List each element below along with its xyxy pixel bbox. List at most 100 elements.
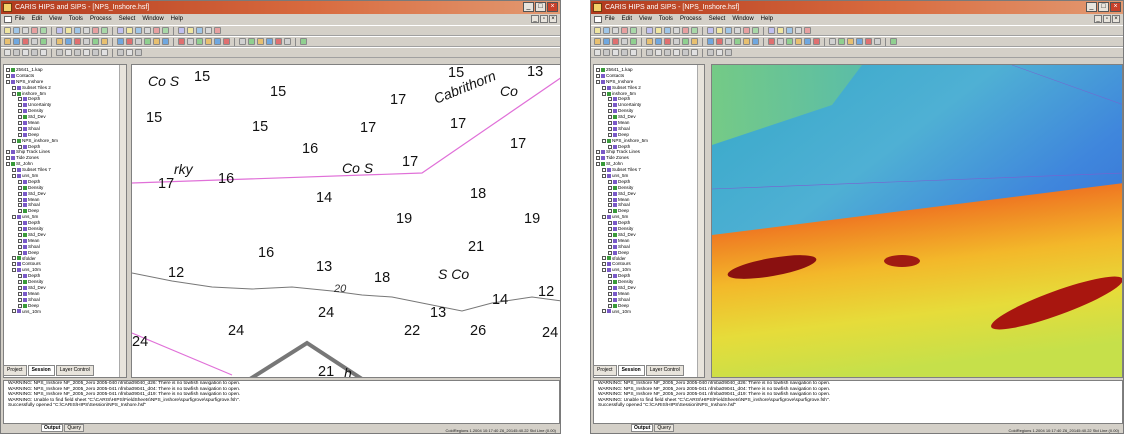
checkbox[interactable] bbox=[602, 215, 606, 220]
tree-item[interactable]: NPS_inshore_5m bbox=[6, 138, 124, 144]
toolbar-button[interactable] bbox=[603, 49, 610, 56]
tree-item[interactable]: Std_Dev bbox=[596, 285, 702, 291]
toolbar-button[interactable] bbox=[594, 38, 601, 45]
checkbox[interactable] bbox=[608, 250, 612, 255]
tree-item[interactable]: uns_10m bbox=[6, 309, 124, 315]
toolbar-button[interactable] bbox=[83, 27, 90, 34]
toolbar-button[interactable] bbox=[777, 38, 784, 45]
toolbar-button[interactable] bbox=[603, 38, 610, 45]
toolbar-button[interactable] bbox=[178, 27, 185, 34]
toolbar-button[interactable] bbox=[777, 27, 784, 34]
tree-item[interactable]: Density bbox=[596, 185, 702, 191]
toolbar-button[interactable] bbox=[205, 27, 212, 34]
toolbar-button[interactable] bbox=[768, 38, 775, 45]
tree-scrollbar[interactable] bbox=[119, 65, 126, 377]
tree-item[interactable]: Mean bbox=[596, 238, 702, 244]
toolbar-button[interactable] bbox=[74, 38, 81, 45]
tree-item[interactable]: Std_Dev bbox=[6, 232, 124, 238]
tree-item[interactable]: Contours bbox=[596, 261, 702, 267]
checkbox[interactable] bbox=[18, 179, 22, 184]
tree-item[interactable]: Deep bbox=[6, 250, 124, 256]
toolbar-button[interactable] bbox=[31, 38, 38, 45]
toolbar-button[interactable] bbox=[655, 38, 662, 45]
toolbar-button[interactable] bbox=[117, 27, 124, 34]
tree-item[interactable]: Contacts bbox=[6, 73, 124, 79]
toolbar-button[interactable] bbox=[673, 49, 680, 56]
tree-item[interactable]: Subset Tiles 2 bbox=[596, 85, 702, 91]
toolbar-button[interactable] bbox=[804, 38, 811, 45]
tab-session[interactable]: Session bbox=[617, 365, 645, 376]
checkbox[interactable] bbox=[6, 67, 10, 72]
toolbar-button[interactable] bbox=[239, 38, 246, 45]
menu-edit[interactable]: Edit bbox=[621, 16, 633, 22]
toolbar-button[interactable] bbox=[214, 38, 221, 45]
menu-file[interactable]: File bbox=[15, 16, 25, 22]
toolbar-button[interactable] bbox=[126, 38, 133, 45]
toolbar-button[interactable] bbox=[874, 38, 881, 45]
checkbox[interactable] bbox=[12, 262, 16, 267]
tab-layer-control[interactable]: Layer Control bbox=[55, 365, 94, 376]
checkbox[interactable] bbox=[18, 238, 22, 243]
tab-project[interactable]: Project bbox=[593, 365, 617, 376]
toolbar-button[interactable] bbox=[22, 49, 29, 56]
checkbox[interactable] bbox=[602, 262, 606, 267]
checkbox[interactable] bbox=[12, 91, 16, 96]
toolbar-button[interactable] bbox=[92, 27, 99, 34]
toolbar-button[interactable] bbox=[725, 38, 732, 45]
checkbox[interactable] bbox=[608, 285, 612, 290]
checkbox[interactable] bbox=[6, 150, 10, 155]
checkbox[interactable] bbox=[18, 303, 22, 308]
toolbar-button[interactable] bbox=[804, 27, 811, 34]
tree-item[interactable]: Shoal bbox=[596, 244, 702, 250]
tree-item[interactable]: Shoal bbox=[596, 202, 702, 208]
menu-help[interactable]: Help bbox=[760, 16, 773, 22]
tree-item[interactable]: Depth bbox=[596, 144, 702, 150]
toolbar-button[interactable] bbox=[725, 49, 732, 56]
checkbox[interactable] bbox=[608, 244, 612, 249]
toolbar-button[interactable] bbox=[65, 27, 72, 34]
menu-edit[interactable]: Edit bbox=[31, 16, 43, 22]
tree-item[interactable]: Deep bbox=[6, 208, 124, 214]
menu-select[interactable]: Select bbox=[118, 16, 136, 22]
tree-item[interactable]: uns_10m bbox=[596, 267, 702, 273]
tree-item[interactable]: Depth bbox=[6, 144, 124, 150]
toolbar-button[interactable] bbox=[22, 27, 29, 34]
tree-item[interactable]: 25641_1.kap bbox=[596, 67, 702, 73]
toolbar-button[interactable] bbox=[890, 38, 897, 45]
tree-item[interactable]: Shoal bbox=[6, 126, 124, 132]
toolbar-button[interactable] bbox=[65, 49, 72, 56]
toolbar-button[interactable] bbox=[646, 38, 653, 45]
mdi-minimize-button[interactable]: _ bbox=[531, 15, 539, 23]
tree-item[interactable]: uns_10m bbox=[596, 309, 702, 315]
toolbar-button[interactable] bbox=[117, 38, 124, 45]
checkbox[interactable] bbox=[18, 144, 22, 149]
toolbar-button[interactable] bbox=[101, 38, 108, 45]
checkbox[interactable] bbox=[608, 132, 612, 137]
checkbox[interactable] bbox=[18, 97, 22, 102]
checkbox[interactable] bbox=[608, 232, 612, 237]
toolbar-button[interactable] bbox=[621, 27, 628, 34]
mdi-close-button[interactable]: × bbox=[549, 15, 557, 23]
checkbox[interactable] bbox=[608, 197, 612, 202]
checkbox[interactable] bbox=[602, 91, 606, 96]
tree-item[interactable]: Depth bbox=[596, 179, 702, 185]
mdi-restore-button[interactable]: ▫ bbox=[540, 15, 548, 23]
checkbox[interactable] bbox=[18, 226, 22, 231]
checkbox[interactable] bbox=[18, 221, 22, 226]
toolbar-button[interactable] bbox=[22, 38, 29, 45]
checkbox[interactable] bbox=[18, 126, 22, 131]
toolbar-button[interactable] bbox=[630, 38, 637, 45]
toolbar-button[interactable] bbox=[612, 49, 619, 56]
checkbox[interactable] bbox=[12, 138, 16, 143]
toolbar-button[interactable] bbox=[716, 49, 723, 56]
toolbar-button[interactable] bbox=[83, 38, 90, 45]
toolbar-button[interactable] bbox=[153, 27, 160, 34]
tab-query[interactable]: Query bbox=[654, 424, 675, 432]
tree-item[interactable]: uns_5m bbox=[596, 173, 702, 179]
toolbar-button[interactable] bbox=[691, 49, 698, 56]
tree-item[interactable]: NPS_inshore_5m bbox=[596, 138, 702, 144]
toolbar-button[interactable] bbox=[13, 38, 20, 45]
checkbox[interactable] bbox=[18, 185, 22, 190]
tree-item[interactable]: Std_Dev bbox=[596, 232, 702, 238]
tree-item[interactable]: sfolder bbox=[6, 256, 124, 262]
